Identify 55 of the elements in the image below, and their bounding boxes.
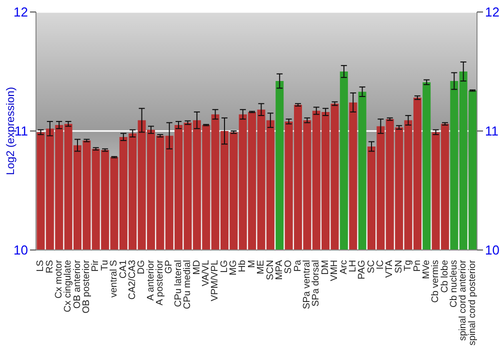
- x-tick-label: SO: [283, 260, 294, 274]
- x-tick-label: Cb vermis: [430, 260, 442, 303]
- x-tick-label: A posterior: [154, 260, 166, 306]
- x-tick-label: Cx motor: [53, 260, 64, 299]
- y2-tick-label: 12: [485, 4, 500, 20]
- x-tick-label: LH: [347, 260, 358, 272]
- x-tick-label: DG: [136, 260, 148, 274]
- x-tick-label: VTA: [384, 259, 396, 278]
- x-tick-label: SC: [366, 260, 377, 274]
- x-tick-label: MVe: [420, 260, 432, 280]
- x-tick-label: RS: [44, 260, 56, 274]
- x-tick-label: Tg: [402, 260, 414, 272]
- x-tick-label: spinal cord posterior: [466, 260, 478, 346]
- x-tick-label: spinal cord anterior: [458, 260, 469, 341]
- y-tick-label: 10: [14, 242, 28, 258]
- x-tick-label: A anterior: [145, 260, 156, 301]
- x-tick-label: Cb lobe: [439, 260, 450, 293]
- x-tick-label: LG: [218, 260, 230, 273]
- x-tick-label: VA/VL: [200, 260, 212, 286]
- y2-tick-label: 11: [485, 124, 498, 139]
- x-tick-label: DM: [320, 260, 331, 275]
- x-tick-label: PAG: [356, 260, 368, 280]
- x-tick-label: Tu: [99, 260, 110, 271]
- x-tick-label: CA2/CA3: [126, 260, 138, 300]
- x-tick-label: ventral S: [108, 260, 120, 298]
- x-tick-label: Arc: [338, 260, 350, 274]
- y2-tick-label: 10: [485, 242, 500, 258]
- x-tick-label: Hb: [237, 260, 248, 272]
- x-tick-label: Pir: [90, 260, 102, 272]
- x-tick-label: VMH: [329, 260, 340, 282]
- x-tick-label: CPu medial: [182, 260, 194, 310]
- x-tick-label: SN: [393, 260, 404, 274]
- x-tick-label: Pn: [412, 260, 423, 272]
- y-tick-label: 11: [14, 124, 28, 139]
- y-axis-title: Log2 (expression): [4, 86, 17, 176]
- x-tick-label: OB anterior: [72, 260, 83, 309]
- x-tick-label: Cx cingulate: [62, 260, 74, 312]
- x-tick-label: CA1: [118, 260, 129, 278]
- x-tick-label: SPa dorsal: [310, 260, 322, 306]
- x-tick-label: SPa ventral: [302, 260, 313, 310]
- x-tick-label: LS: [35, 260, 46, 272]
- x-tick-label: SCN: [264, 260, 276, 280]
- x-tick-label: M: [246, 260, 258, 268]
- x-tick-label: CPu lateral: [172, 260, 184, 307]
- x-tick-label: VPM/VPL: [210, 260, 221, 302]
- y-tick-label: 12: [14, 4, 28, 20]
- x-tick-label: MPA: [274, 259, 285, 280]
- x-tick-label: GP: [164, 260, 175, 274]
- x-tick-label: ME: [256, 260, 267, 274]
- x-tick-label: Pa: [292, 259, 304, 272]
- x-tick-label: IC: [375, 260, 386, 270]
- x-tick-label: MD: [191, 260, 202, 275]
- x-tick-label: MG: [228, 260, 240, 276]
- x-tick-label: OB posterior: [81, 260, 92, 314]
- x-tick-label: Cb nucleus: [448, 260, 460, 308]
